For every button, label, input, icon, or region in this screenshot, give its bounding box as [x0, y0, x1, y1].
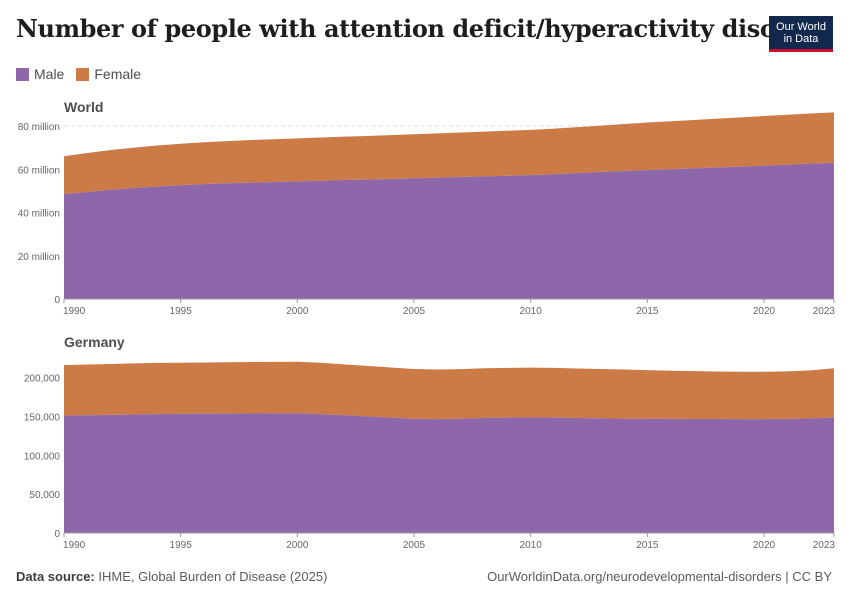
- x-tick-label: 2010: [520, 540, 543, 551]
- legend: Male Female: [16, 66, 153, 82]
- x-tick-label: 2005: [403, 306, 426, 317]
- y-tick-label: 20 million: [18, 252, 60, 263]
- y-tick-label: 200,000: [24, 374, 61, 385]
- x-tick-label: 1990: [63, 540, 86, 551]
- logo-line-1: Our World: [776, 20, 826, 33]
- x-tick-label: 1995: [170, 540, 193, 551]
- chart-area: World 0 20 million 40 million 60 million 80 m…: [18, 99, 836, 551]
- x-tick-label: 2020: [753, 306, 776, 317]
- data-source-label: Data source:: [16, 569, 95, 584]
- area-male-world[interactable]: [64, 162, 834, 299]
- legend-label-female: Female: [94, 66, 142, 82]
- x-tick-label: 2023: [813, 540, 836, 551]
- y-tick-label: 40 million: [18, 209, 60, 220]
- x-tick-label: 2000: [286, 306, 309, 317]
- area-female-germany[interactable]: [64, 361, 834, 420]
- y-tick-label: 80 million: [18, 122, 60, 133]
- area-male-germany[interactable]: [64, 413, 834, 533]
- legend-swatch-female: [76, 67, 90, 81]
- panel-title-1: Germany: [64, 334, 125, 350]
- area-female-world[interactable]: [64, 112, 834, 195]
- owid-logo[interactable]: Our World in Data: [769, 16, 833, 52]
- chart-title: Number of people with attention deficit/…: [16, 14, 832, 43]
- x-tick-label: 1990: [63, 306, 86, 317]
- legend-swatch-male: [16, 67, 29, 81]
- data-source: Data source: IHME, Global Burden of Dise…: [16, 569, 327, 584]
- x-tick-label: 2000: [286, 540, 309, 551]
- x-tick-label: 2020: [753, 540, 776, 551]
- panel-title-0: World: [64, 99, 103, 115]
- x-tick-label: 2015: [636, 306, 659, 317]
- y-tick-label: 60 million: [18, 165, 60, 176]
- y-tick-label: 0: [54, 295, 60, 306]
- y-tick-label: 150,000: [24, 412, 61, 423]
- x-tick-label: 2010: [520, 306, 543, 317]
- data-source-text[interactable]: IHME, Global Burden of Disease (2025): [98, 569, 328, 584]
- logo-line-2: in Data: [783, 32, 819, 45]
- x-tick-label: 2015: [636, 540, 659, 551]
- y-tick-label: 100,000: [24, 451, 61, 462]
- x-tick-label: 1995: [170, 306, 193, 317]
- y-tick-label: 0: [54, 529, 60, 540]
- x-tick-label: 2005: [403, 540, 426, 551]
- x-tick-label: 2023: [813, 306, 836, 317]
- y-tick-label: 50,000: [29, 490, 60, 501]
- legend-label-male: Male: [34, 66, 65, 82]
- legend-item-female[interactable]: Female: [76, 66, 141, 82]
- legend-item-male[interactable]: Male: [16, 66, 64, 82]
- source-link[interactable]: OurWorldinData.org/neurodevelopmental-di…: [487, 569, 832, 584]
